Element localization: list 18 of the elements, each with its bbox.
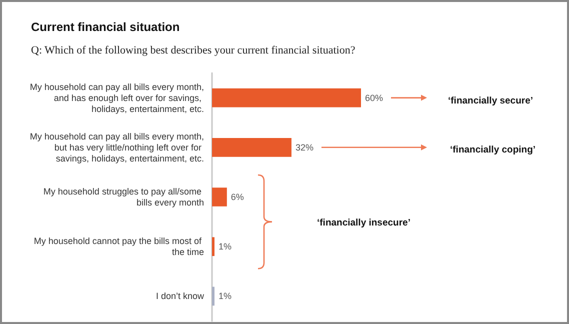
data-label: 1% (218, 291, 232, 302)
data-label: 60% (365, 92, 384, 103)
y-tick-label: I don’t know (156, 291, 204, 302)
annotation: ‘financially insecure’ (317, 218, 410, 228)
data-label: 1% (218, 242, 232, 252)
text: Current financial situation (31, 20, 180, 34)
y-tick-label: My household struggles to pay all/some bills every month (43, 186, 204, 208)
bar (212, 138, 292, 157)
y-tick-label: My household cannot pay the bills most of the time (34, 236, 204, 258)
y-tick-label: My household can pay all bills every month, and has enough left over for savings, holidays, entertainment, etc. (30, 82, 204, 114)
text: ‘financially secure’ (448, 96, 534, 106)
data-label: 32% (295, 142, 314, 152)
bar (212, 88, 361, 108)
text: ‘financially coping’ (450, 144, 536, 156)
y-tick-label: My household can pay all bills every month, but has very little/nothing left over for savings, holidays, entertainment, etc. (30, 131, 204, 164)
data-label: 6% (230, 192, 244, 202)
chart-subtitle: Q: Which of the following best describes your current financial situation? (31, 44, 356, 56)
bar (212, 188, 227, 206)
